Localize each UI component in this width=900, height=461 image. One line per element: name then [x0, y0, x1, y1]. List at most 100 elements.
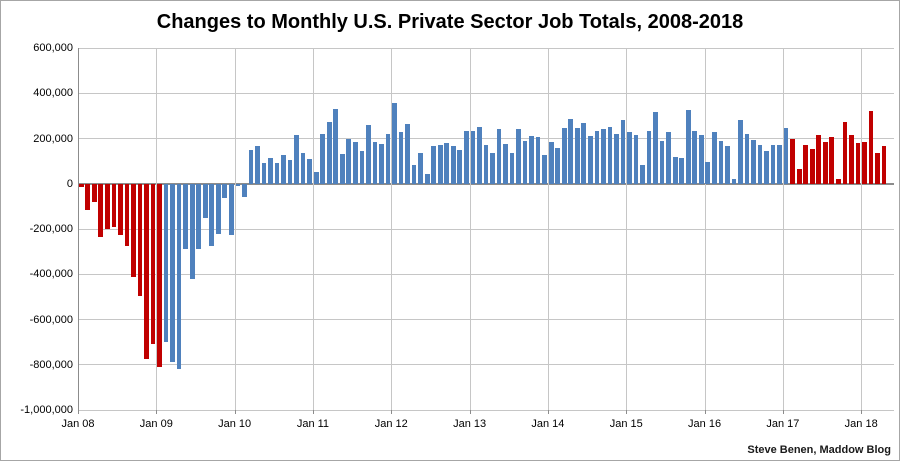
bar — [437, 145, 443, 184]
bar — [868, 111, 874, 184]
bar — [196, 183, 202, 250]
axis-tick — [391, 410, 393, 414]
bar — [209, 183, 215, 246]
v-gridline — [704, 48, 706, 410]
v-gridline — [626, 48, 628, 410]
bar — [111, 183, 117, 228]
h-gridline — [78, 228, 894, 230]
v-gridline — [156, 48, 158, 410]
bar — [176, 183, 182, 370]
x-tick-label: Jan 11 — [296, 418, 330, 430]
bar — [535, 137, 541, 184]
bar — [405, 123, 410, 184]
bar — [796, 169, 802, 184]
x-tick-label: Jan 09 — [139, 418, 173, 430]
y-tick-label: -600,000 — [29, 313, 73, 326]
bar — [490, 153, 495, 184]
bar — [287, 159, 293, 184]
bar — [855, 143, 861, 184]
bar — [633, 135, 639, 184]
bar — [444, 143, 450, 184]
axis-tick — [156, 410, 158, 414]
y-tick-label: -800,000 — [29, 358, 73, 371]
axis-tick — [312, 410, 314, 414]
credit-line: Steve Benen, Maddow Blog — [747, 444, 891, 456]
x-tick-label: Jan 18 — [844, 418, 878, 430]
bar — [822, 141, 828, 184]
v-gridline — [234, 48, 236, 410]
bar — [790, 138, 795, 184]
bar — [666, 131, 671, 184]
bar — [137, 183, 143, 296]
v-gridline — [469, 48, 471, 410]
bar — [640, 164, 645, 184]
bar — [581, 122, 587, 184]
x-tick-label: Jan 08 — [61, 418, 95, 430]
bar — [529, 136, 534, 184]
h-gridline — [78, 364, 894, 366]
x-tick-label: Jan 12 — [374, 418, 408, 430]
bar — [78, 183, 84, 188]
bar — [268, 157, 273, 184]
bar — [646, 130, 652, 184]
bar — [744, 133, 750, 184]
bar — [248, 149, 254, 184]
bar — [320, 133, 326, 184]
bar — [255, 146, 260, 184]
bar — [496, 129, 502, 184]
h-gridline — [78, 47, 894, 49]
bar — [881, 146, 887, 184]
bar — [777, 145, 782, 184]
bar — [672, 156, 678, 184]
bar — [470, 130, 476, 184]
axis-tick — [861, 410, 863, 414]
bar — [692, 130, 698, 184]
bar — [770, 145, 776, 184]
bar — [189, 183, 195, 279]
axis-tick — [547, 410, 549, 414]
bar — [261, 163, 267, 184]
bar — [105, 183, 110, 229]
bar — [144, 183, 149, 359]
bar — [561, 128, 567, 184]
bar — [568, 119, 574, 184]
y-tick-label: 200,000 — [33, 132, 73, 145]
bar — [124, 183, 130, 246]
bar — [91, 183, 97, 203]
bar — [183, 183, 188, 250]
bar — [222, 183, 228, 199]
bar — [614, 133, 619, 184]
axis-tick — [704, 410, 706, 414]
h-gridline — [78, 273, 894, 275]
x-tick-label: Jan 13 — [453, 418, 487, 430]
bar — [483, 145, 489, 184]
bar — [555, 147, 561, 184]
bar — [98, 183, 104, 238]
bar — [431, 146, 437, 184]
bar — [307, 158, 313, 184]
bar — [705, 162, 711, 184]
bar — [679, 157, 685, 184]
bar — [300, 153, 306, 184]
h-gridline — [78, 138, 894, 139]
bar — [424, 173, 430, 184]
bar — [731, 179, 737, 184]
bar — [653, 112, 658, 184]
axis-tick — [469, 410, 471, 414]
plot-area — [78, 47, 894, 411]
v-gridline — [782, 48, 784, 410]
bar — [718, 140, 724, 184]
y-tick-label: -400,000 — [29, 268, 73, 281]
bar — [862, 141, 867, 184]
bar — [379, 144, 384, 184]
bar — [229, 183, 234, 235]
bar — [392, 103, 397, 184]
bar — [85, 183, 91, 211]
bar — [829, 137, 835, 184]
bar — [385, 133, 391, 184]
bar — [150, 183, 156, 345]
bar — [522, 140, 528, 184]
y-axis-line — [78, 48, 79, 410]
axis-tick — [234, 410, 236, 414]
axis-tick — [782, 410, 784, 414]
